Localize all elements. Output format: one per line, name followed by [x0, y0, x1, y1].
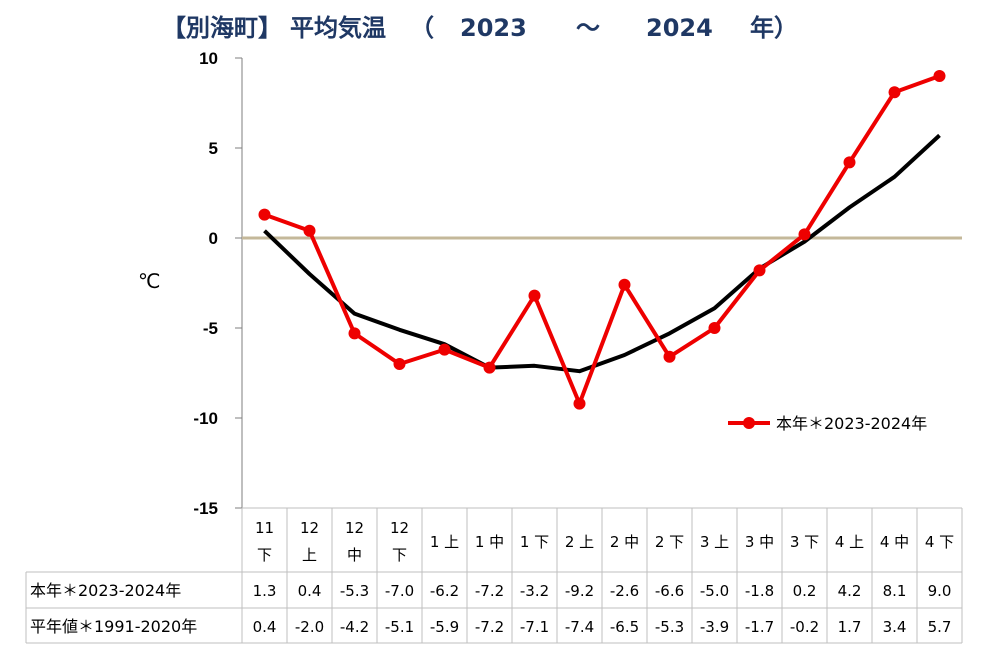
normal-line: [263, 133, 941, 374]
table-cell-value: 3.4: [883, 618, 907, 636]
table-cell-value: 4.2: [838, 582, 862, 600]
current-year-point: [663, 350, 676, 363]
current-year-point: [843, 156, 856, 169]
table-cell-value: -7.4: [565, 618, 594, 636]
x-category-label: 2 上: [565, 533, 594, 551]
table-cell-value: -9.2: [565, 582, 594, 600]
x-category-label: 1 上: [430, 533, 459, 551]
y-tick-label: -15: [193, 499, 218, 518]
current-year-line: [263, 74, 941, 406]
table-cell-value: 0.4: [253, 618, 277, 636]
table-cell-value: 5.7: [928, 618, 952, 636]
x-category-label: 4 下: [925, 533, 954, 551]
x-category-label: 4 中: [880, 533, 909, 551]
table-cell-value: -5.3: [340, 582, 369, 600]
x-category-label: 12: [300, 519, 319, 537]
table-cell-value: -6.5: [610, 618, 639, 636]
table-cell-value: -4.2: [340, 618, 369, 636]
table-cell-value: -3.2: [520, 582, 549, 600]
x-category-label: 3 中: [745, 533, 774, 551]
current-year-point: [483, 361, 496, 374]
x-category-label: 12: [390, 519, 409, 537]
x-category-sublabel: 上: [302, 546, 317, 564]
table-cell-value: -7.2: [475, 582, 504, 600]
title-year-unit: 年）: [750, 14, 798, 42]
current-year-point: [348, 327, 361, 340]
current-year-point: [888, 86, 901, 99]
x-category-label: 4 上: [835, 533, 864, 551]
table-cell-value: -7.2: [475, 618, 504, 636]
x-category-label: 3 下: [790, 533, 819, 551]
table-row-label: 本年＊2023-2024年: [30, 581, 181, 600]
current-year-point: [393, 358, 406, 370]
table-cell-value: -5.0: [700, 582, 729, 600]
table-cell-value: -2.6: [610, 582, 639, 600]
table-cell-value: 0.4: [298, 582, 322, 600]
title-year-to: 2024: [646, 14, 713, 42]
x-category-sublabel: 下: [257, 546, 272, 564]
table-cell-value: 1.7: [838, 618, 862, 636]
title-separator: ～: [576, 14, 600, 42]
title-label: 平均気温: [290, 14, 386, 42]
current-year-point: [618, 278, 631, 291]
x-category-label: 1 中: [475, 533, 504, 551]
table-cell-value: 1.3: [253, 582, 277, 600]
y-tick-label: 10: [199, 49, 218, 68]
current-year-point: [933, 70, 946, 82]
table-cell-value: 0.2: [793, 582, 817, 600]
axes: 10 5 0 -5 -10 -15: [193, 49, 243, 518]
table-cell-value: 9.0: [928, 582, 952, 600]
current-year-point: [573, 397, 586, 410]
x-category-label: 11: [255, 519, 274, 537]
current-year-point: [258, 208, 271, 221]
x-category-label: 1 下: [520, 533, 549, 551]
table-cell-value: -2.0: [295, 618, 324, 636]
table-cell-value: -7.0: [385, 582, 414, 600]
legend-label: 本年＊2023-2024年: [776, 414, 927, 433]
current-year-point: [753, 264, 766, 277]
x-category-label: 2 中: [610, 533, 639, 551]
current-year-point: [528, 289, 541, 302]
current-year-point: [708, 322, 721, 334]
table-cell-value: -5.9: [430, 618, 459, 636]
title-year-from: 2023: [460, 14, 527, 42]
data-table: 11 下 12 上 12 中 12 下 1 上 1 中 1 下 2 上 2 中 2 下 3 上 3 中 3 下 4…: [25, 507, 963, 644]
table-cell-value: -3.9: [700, 618, 729, 636]
current-year-point: [303, 224, 316, 237]
table-cell-value: -5.1: [385, 618, 414, 636]
legend: 本年＊2023-2024年: [728, 414, 927, 433]
current-year-point: [798, 228, 811, 241]
chart-title: 【別海町】 平均気温 （ 2023 ～ 2024 年）: [162, 14, 798, 42]
table-cell-value: -6.6: [655, 582, 684, 600]
table-cell-value: -1.7: [745, 618, 774, 636]
x-category-sublabel: 下: [392, 546, 407, 564]
table-cell-value: -7.1: [520, 618, 549, 636]
table-cell-value: 8.1: [883, 582, 907, 600]
y-axis-label: ℃: [138, 269, 160, 293]
table-cell-value: -1.8: [745, 582, 774, 600]
table-row-label: 平年値＊1991-2020年: [30, 617, 197, 636]
y-tick-label: 5: [209, 139, 218, 158]
x-category-label: 12: [345, 519, 364, 537]
y-tick-label: -5: [203, 319, 218, 338]
x-category-label: 3 上: [700, 533, 729, 551]
title-open-paren: （: [410, 14, 434, 42]
table-cell-value: -6.2: [430, 582, 459, 600]
series-group: [258, 70, 946, 410]
table-cell-value: -5.3: [655, 618, 684, 636]
table-cell-value: -0.2: [790, 618, 819, 636]
y-tick-label: 0: [209, 229, 218, 248]
x-category-label: 2 下: [655, 533, 684, 551]
y-tick-label: -10: [193, 409, 218, 428]
current-year-point: [438, 343, 451, 356]
x-category-sublabel: 中: [347, 546, 362, 564]
title-station: 【別海町】: [162, 14, 282, 42]
legend-marker-swatch: [743, 417, 755, 429]
